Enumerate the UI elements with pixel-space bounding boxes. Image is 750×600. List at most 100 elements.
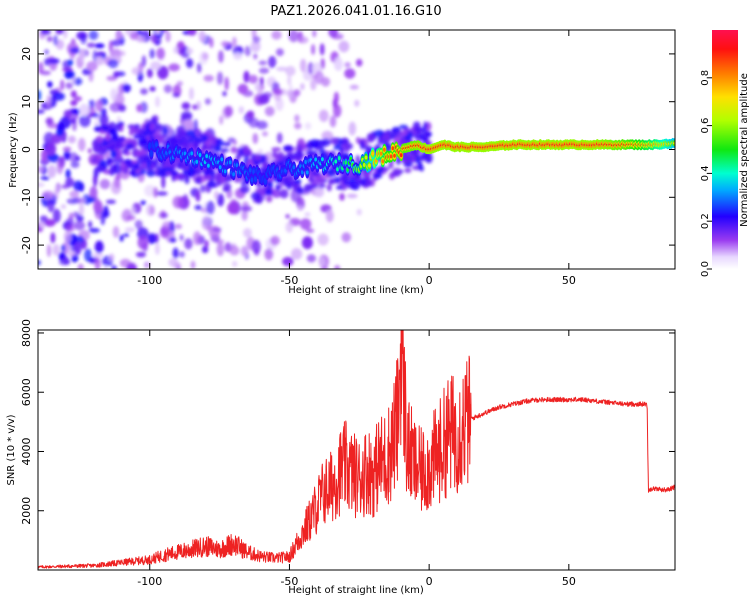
spectrogram-cell [97, 147, 107, 156]
spectrogram-cell [138, 137, 148, 145]
spectrogram-cell [94, 240, 104, 254]
x-tick-label: -100 [137, 274, 162, 287]
spectrogram-cell [271, 30, 282, 40]
snr-y-axis: 2000 4000 6000 8000 [20, 319, 675, 525]
spectrogram-cell [199, 184, 206, 193]
colorbar-label: Normalized spectral amplitude [739, 73, 750, 227]
ridge-core [337, 156, 341, 161]
spectrogram-cell [202, 143, 207, 150]
spectrogram-cell [264, 248, 274, 261]
spectrogram-cell [233, 52, 243, 60]
spectrogram-cell [230, 146, 238, 154]
spectrogram-cell [45, 117, 54, 125]
spectrogram-cell [73, 180, 83, 192]
spectrogram-cell [156, 47, 165, 60]
spectrogram-cell [363, 172, 371, 179]
spectrogram-cell [162, 167, 173, 172]
x-tick-label: -100 [137, 575, 162, 588]
spectrogram-cell [134, 163, 140, 171]
spectrogram-cell [48, 58, 60, 65]
spectrogram-cell [95, 135, 104, 145]
spectrogram-cell [300, 83, 305, 91]
spectrogram-cell [129, 170, 138, 176]
spectrogram-cell [423, 121, 428, 129]
spectrogram-cell [69, 190, 80, 199]
spectrogram-cell [377, 135, 383, 145]
spectrogram-cell [55, 39, 65, 50]
spectrogram-cell [99, 113, 109, 127]
spectrogram-cell [312, 30, 317, 38]
colorbar-gradient [712, 30, 738, 269]
spectrogram-cell [287, 183, 292, 191]
spectrogram-cell [146, 169, 156, 177]
spectrogram-cell [139, 162, 146, 170]
spectrogram-cell [143, 261, 150, 269]
spectrogram-cell [107, 59, 119, 69]
spectrogram-cell [246, 110, 255, 119]
spectrogram-cell [106, 142, 112, 148]
spectrogram-cell [75, 156, 81, 161]
ridge-core [284, 168, 287, 173]
spectrogram-cell [209, 37, 214, 49]
spectrogram-cell [137, 235, 149, 250]
ridge-core [336, 167, 339, 172]
spectrogram-cell [193, 119, 198, 132]
spectrogram-cell [61, 244, 66, 252]
spectrogram-x-axis-label: Height of straight line (km) [288, 285, 424, 296]
spectrogram-cell [306, 228, 315, 234]
spectrogram-cell [38, 182, 45, 187]
spectrogram-cell [201, 215, 211, 228]
spectrogram-cell [243, 70, 250, 83]
colorbar-tick-label: 0.4 [700, 165, 711, 181]
spectrogram-cell [147, 233, 157, 245]
spectrogram-cell [242, 144, 250, 155]
spectrogram-cell [122, 83, 131, 93]
x-tick-label: 50 [562, 575, 576, 588]
spectrogram-cell [52, 244, 60, 256]
spectrogram-cell [307, 62, 314, 75]
spectrogram-cell [44, 219, 56, 227]
spectrogram-cell [140, 88, 148, 95]
spectrogram-cell [109, 48, 122, 59]
colorbar-tick-label: 0.8 [700, 70, 711, 86]
spectrogram-cell [212, 135, 217, 146]
spectrogram-cell [67, 135, 76, 144]
spectrogram-cell [320, 58, 325, 70]
spectrogram-cell [52, 208, 61, 223]
ridge-core [220, 157, 224, 162]
spectrogram-cell [392, 167, 402, 177]
spectrogram-cell [342, 173, 348, 182]
spectrogram-cell [184, 238, 193, 250]
spectrogram-cell [293, 151, 304, 159]
ridge-core [228, 160, 232, 165]
ridge-core [254, 176, 257, 181]
y-tick-label: 6000 [20, 378, 33, 406]
snr-frame [37, 329, 676, 571]
spectrogram-cell [240, 205, 253, 212]
spectrogram-cell [39, 215, 48, 223]
spectrogram-cell [196, 62, 202, 73]
spectrogram-cell [109, 127, 117, 135]
spectrogram-cell [173, 46, 179, 54]
spectrogram-cell [198, 133, 203, 138]
spectrogram-cell [70, 119, 76, 124]
ridge-core [250, 178, 254, 182]
snr-x-axis-label: Height of straight line (km) [288, 585, 424, 596]
y-tick-label: -10 [20, 188, 33, 206]
spectrogram-cell [73, 211, 80, 218]
spectrogram-cell [248, 117, 259, 128]
spectrogram-cell [407, 131, 413, 140]
spectrogram-cell [256, 120, 268, 130]
spectrogram-cell [108, 253, 115, 261]
ridge-core [292, 165, 296, 170]
spectrogram-cell [119, 50, 126, 57]
spectrogram-cell [112, 226, 120, 238]
spectrogram-heatmap [38, 30, 433, 269]
spectrogram-cell [88, 99, 96, 109]
ridge-core [218, 165, 222, 170]
spectrogram-cell [381, 132, 392, 143]
spectrogram-cell [286, 89, 294, 98]
spectrogram-cell [243, 228, 252, 238]
spectrogram-cell [349, 84, 359, 90]
